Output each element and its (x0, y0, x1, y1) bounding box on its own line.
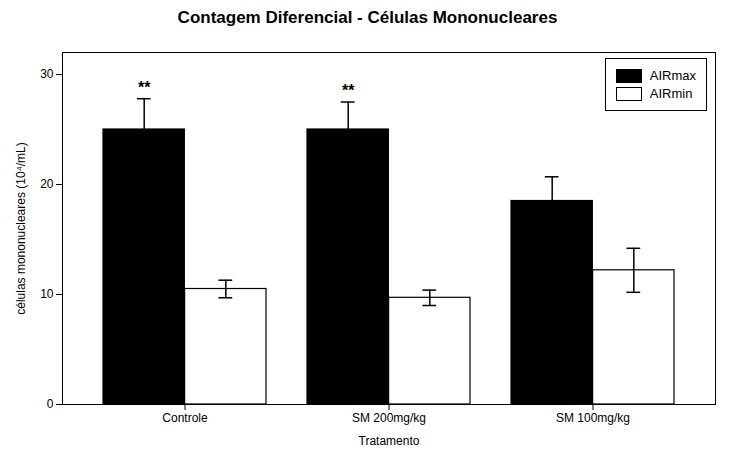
svg-text:0: 0 (47, 397, 54, 411)
svg-text:SM 200mg/kg: SM 200mg/kg (352, 411, 426, 425)
svg-text:30: 30 (40, 67, 54, 81)
html-text:AIRmax: AIRmax (649, 68, 696, 83)
svg-text:**: ** (138, 79, 151, 96)
svg-text:20: 20 (40, 177, 54, 191)
svg-text:Controle: Controle (162, 411, 208, 425)
svg-text:células mononucleares (10⁴/mL): células mononucleares (10⁴/mL) (14, 142, 28, 315)
svg-text:SM 100mg/kg: SM 100mg/kg (556, 411, 630, 425)
svg-text:Tratamento: Tratamento (359, 434, 420, 448)
html-text:AIRmin: AIRmin (649, 86, 693, 101)
svg-text:10: 10 (40, 287, 54, 301)
html-text:Contagem Diferencial - Células: Contagem Diferencial - Células Mononucle… (177, 8, 558, 27)
svg-text:**: ** (342, 82, 355, 99)
